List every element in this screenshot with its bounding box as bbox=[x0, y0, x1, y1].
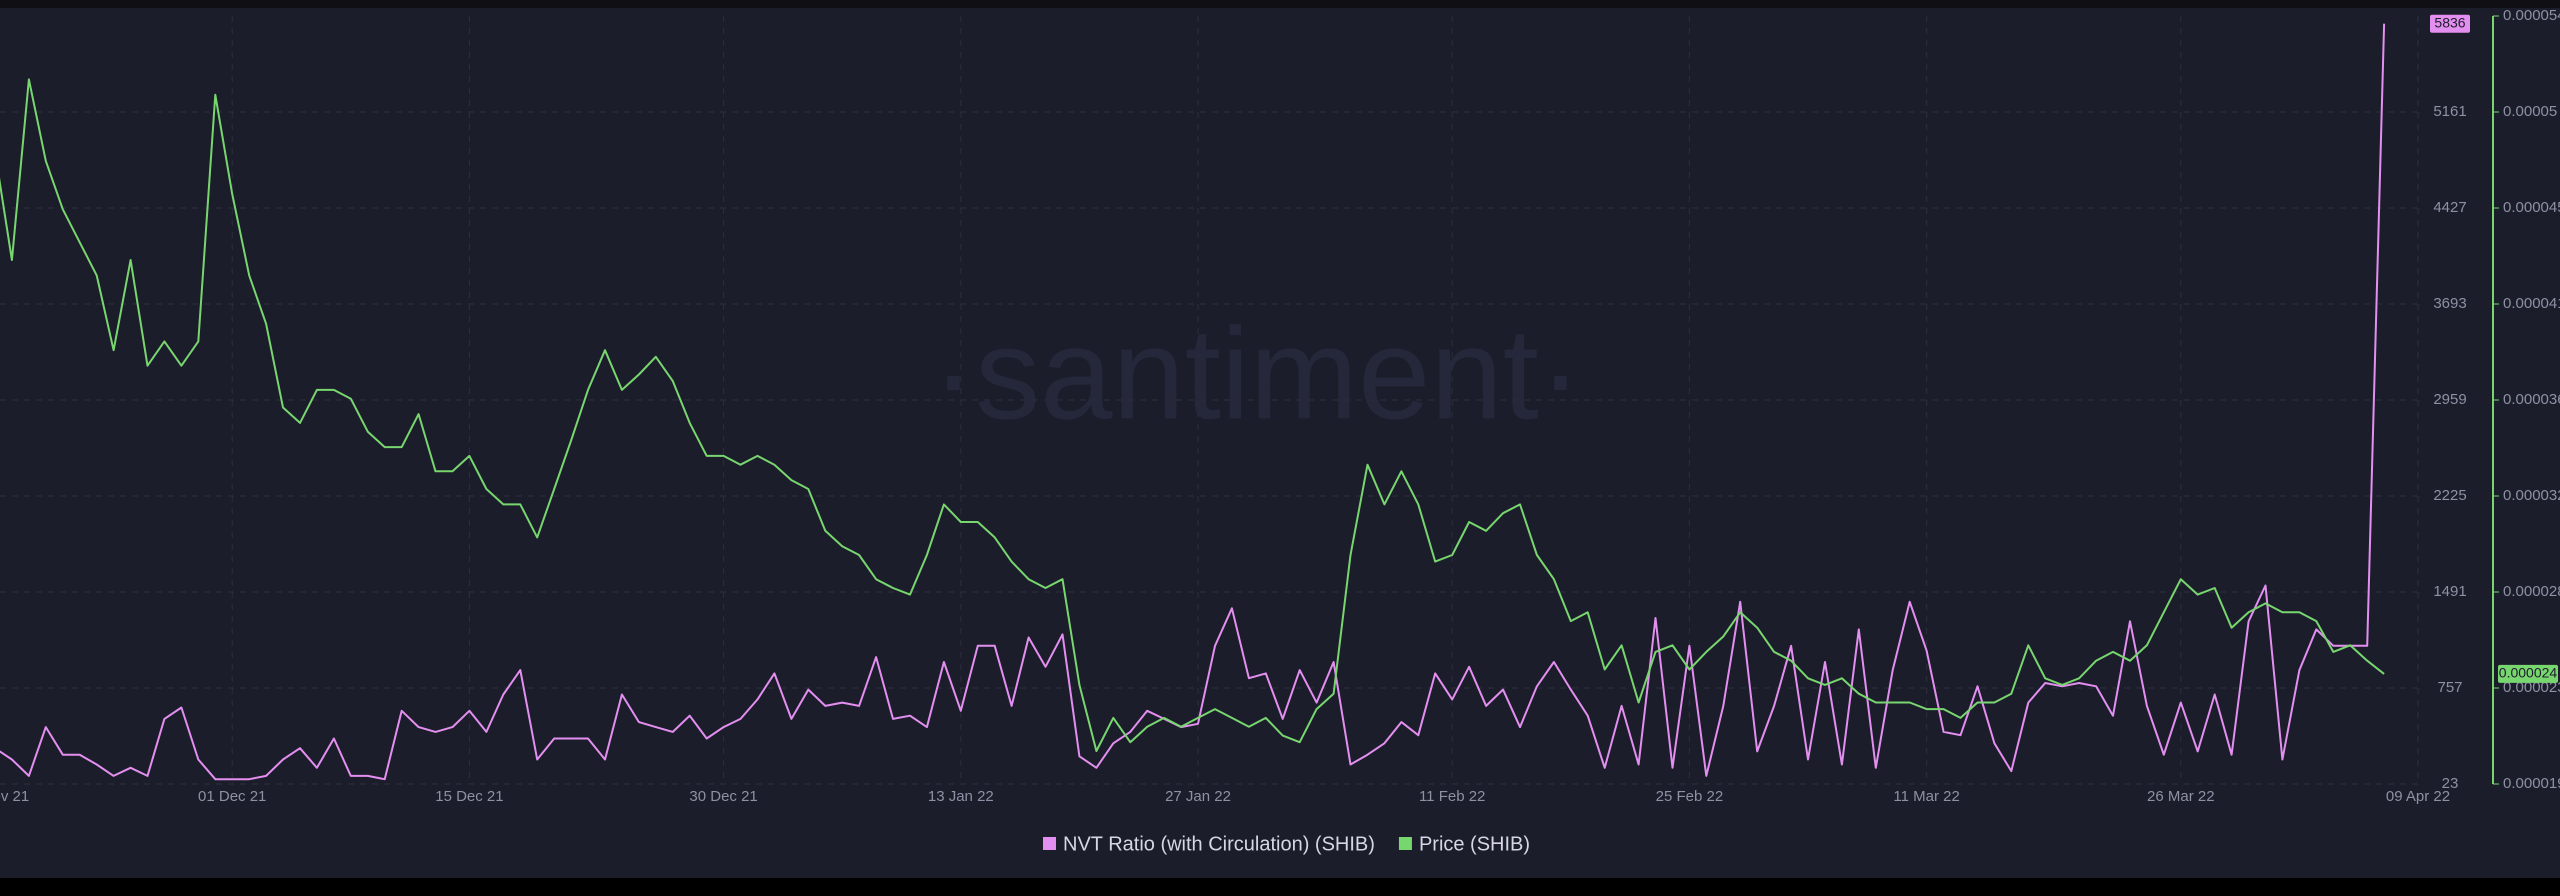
y2-tick-label: 0.00005 bbox=[2503, 103, 2557, 120]
x-tick-label: 30 Dec 21 bbox=[689, 788, 757, 805]
y2-tick-label: 0.000036 bbox=[2503, 391, 2560, 408]
series-line bbox=[0, 78, 2385, 752]
y2-tick-label: 0.000028 bbox=[2503, 583, 2560, 600]
y2-tick-label: 0.000032 bbox=[2503, 487, 2560, 504]
legend-swatch bbox=[1398, 837, 1412, 850]
value-label: 5836 bbox=[2434, 14, 2465, 30]
series-line bbox=[0, 23, 2386, 781]
x-tick-label: 01 Dec 21 bbox=[198, 788, 266, 805]
value-badge bbox=[2430, 14, 2470, 33]
legend-label: NVT Ratio (with Circulation) (SHIB) bbox=[1063, 833, 1375, 855]
top-strip bbox=[0, 0, 2560, 8]
legend-swatch bbox=[1043, 837, 1056, 850]
value-label: 0.000024 bbox=[2499, 665, 2558, 681]
y-tick-label: 4427 bbox=[2433, 199, 2466, 216]
x-tick-label: 17 Nov 21 bbox=[0, 788, 29, 805]
y2-tick-label: 0.000019 bbox=[2503, 775, 2560, 792]
y-tick-label: 757 bbox=[2437, 679, 2462, 696]
y2-tick-label: 0.000023 bbox=[2503, 679, 2560, 696]
y2-tick-label: 0.000045 bbox=[2503, 199, 2560, 216]
y-tick-label: 3693 bbox=[2433, 295, 2466, 312]
x-tick-label: 15 Dec 21 bbox=[435, 788, 503, 805]
x-tick-label: 13 Jan 22 bbox=[928, 788, 994, 805]
x-tick-label: 25 Feb 22 bbox=[1656, 788, 1724, 805]
y-tick-label: 23 bbox=[2442, 775, 2459, 792]
y-tick-label: 5161 bbox=[2433, 103, 2466, 120]
legend-label: Price (SHIB) bbox=[1419, 833, 1530, 855]
y2-tick-label: 0.000054 bbox=[2503, 7, 2560, 24]
y-tick-label: 2959 bbox=[2433, 391, 2466, 408]
x-tick-label: 11 Mar 22 bbox=[1893, 788, 1959, 805]
watermark: ·santiment· bbox=[932, 300, 1582, 446]
x-tick-label: 11 Feb 22 bbox=[1419, 788, 1485, 805]
y-tick-label: 1491 bbox=[2433, 583, 2466, 600]
x-tick-label: 27 Jan 22 bbox=[1165, 788, 1231, 805]
x-tick-label: 26 Mar 22 bbox=[2147, 788, 2215, 805]
y-tick-label: 2225 bbox=[2433, 487, 2466, 504]
value-badge bbox=[2498, 664, 2558, 683]
y2-tick-label: 0.000041 bbox=[2503, 295, 2560, 312]
x-tick-label: 09 Apr 22 bbox=[2386, 788, 2450, 805]
